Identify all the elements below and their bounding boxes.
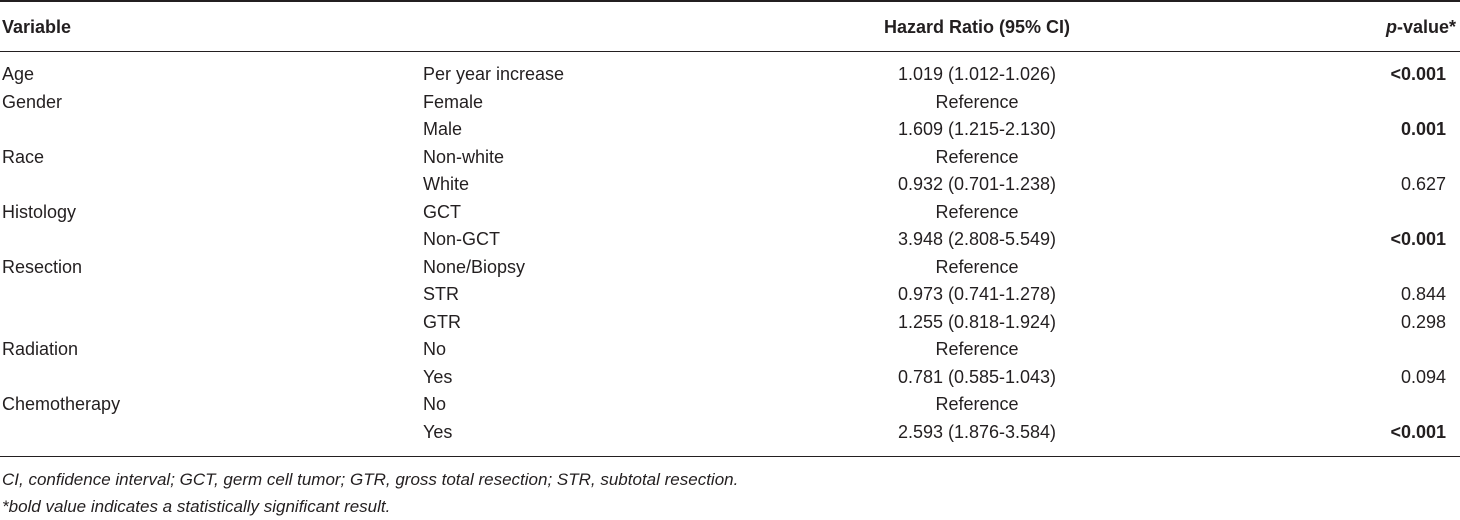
bottom-rule [0,456,1460,457]
cell-p-value: 0.001 [1400,119,1446,139]
header-hazard-ratio: Hazard Ratio (95% CI) [883,17,1071,37]
cell-hazard-ratio: Reference [935,201,1019,222]
cell-variable: Age [2,64,35,84]
header-p-italic: p [1385,17,1397,37]
cell-category: Yes [423,366,453,387]
header-p-value: p-value* [1386,17,1456,38]
top-rule [0,0,1460,2]
cell-category: Non-white [423,146,505,167]
cell-category: No [423,394,447,414]
cell-p-value: 0.844 [1400,284,1446,304]
table-body: Age Per year increase 1.019 (1.012-1.026) <… [0,62,1460,447]
header-rule [0,51,1460,52]
cell-variable: Gender [2,91,63,112]
cell-hazard-ratio: 2.593 (1.876-3.584) [897,421,1057,442]
cell-category: GTR [423,311,461,332]
cell-category: No [423,339,447,359]
cell-category: GCT [423,201,461,222]
cell-category: STR [423,284,459,304]
cell-variable: Resection [2,256,83,277]
cell-p-value: 0.094 [1400,366,1446,387]
table-row: Yes 0.781 (0.585-1.043) 0.094 [0,365,1460,393]
header-variable: Variable [2,17,72,37]
table-row: White 0.932 (0.701-1.238) 0.627 [0,172,1460,200]
cell-hazard-ratio: 1.255 (0.818-1.924) [897,311,1057,332]
cell-p-value: <0.001 [1390,421,1446,442]
table-header: Variable Hazard Ratio (95% CI) p-value* [0,0,1460,52]
cell-variable: Histology [2,201,77,222]
cell-category: None/Biopsy [423,256,526,277]
table-row: GTR 1.255 (0.818-1.924) 0.298 [0,310,1460,338]
footnotes: CI, confidence interval; GCT, germ cell … [2,466,738,520]
cell-variable: Race [2,146,45,167]
cell-hazard-ratio: 0.932 (0.701-1.238) [897,174,1057,194]
cell-p-value: 0.298 [1400,311,1446,332]
cell-hazard-ratio: Reference [935,256,1019,277]
table-row: STR 0.973 (0.741-1.278) 0.844 [0,282,1460,310]
table-row: Non-GCT 3.948 (2.808-5.549) <0.001 [0,227,1460,255]
table-row: Male 1.609 (1.215-2.130) 0.001 [0,117,1460,145]
table-row: Histology GCT Reference [0,200,1460,228]
cell-category: Male [423,119,463,139]
cell-category: Yes [423,421,453,442]
cell-hazard-ratio: Reference [935,146,1019,167]
table-row: Gender Female Reference [0,90,1460,118]
table-row: Age Per year increase 1.019 (1.012-1.026) <… [0,62,1460,90]
cell-p-value: 0.627 [1400,174,1446,194]
table-row: Radiation No Reference [0,337,1460,365]
table-row: Yes 2.593 (1.876-3.584) <0.001 [0,420,1460,448]
footnote-significance: *bold value indicates a statistically si… [2,497,391,516]
cell-hazard-ratio: 0.973 (0.741-1.278) [897,284,1057,304]
header-p-rest: -value* [1396,17,1456,37]
footnote-abbreviations: CI, confidence interval; GCT, germ cell … [2,470,739,489]
cell-hazard-ratio: 1.019 (1.012-1.026) [897,64,1057,84]
cell-hazard-ratio: 1.609 (1.215-2.130) [897,119,1057,139]
table-row: Chemotherapy No Reference [0,392,1460,420]
cell-hazard-ratio: Reference [935,339,1019,359]
cell-variable: Chemotherapy [2,394,121,414]
cell-category: Per year increase [423,64,565,84]
cell-hazard-ratio: Reference [935,91,1019,112]
cell-hazard-ratio: 0.781 (0.585-1.043) [897,366,1057,387]
cell-category: White [423,174,470,194]
cell-category: Female [423,91,484,112]
cell-p-value: <0.001 [1390,229,1446,249]
cell-p-value: <0.001 [1390,64,1446,84]
table-row: Resection None/Biopsy Reference [0,255,1460,283]
cell-category: Non-GCT [423,229,501,249]
cell-hazard-ratio: 3.948 (2.808-5.549) [897,229,1057,249]
cell-hazard-ratio: Reference [935,394,1019,414]
table-row: Race Non-white Reference [0,145,1460,173]
cell-variable: Radiation [2,339,79,359]
